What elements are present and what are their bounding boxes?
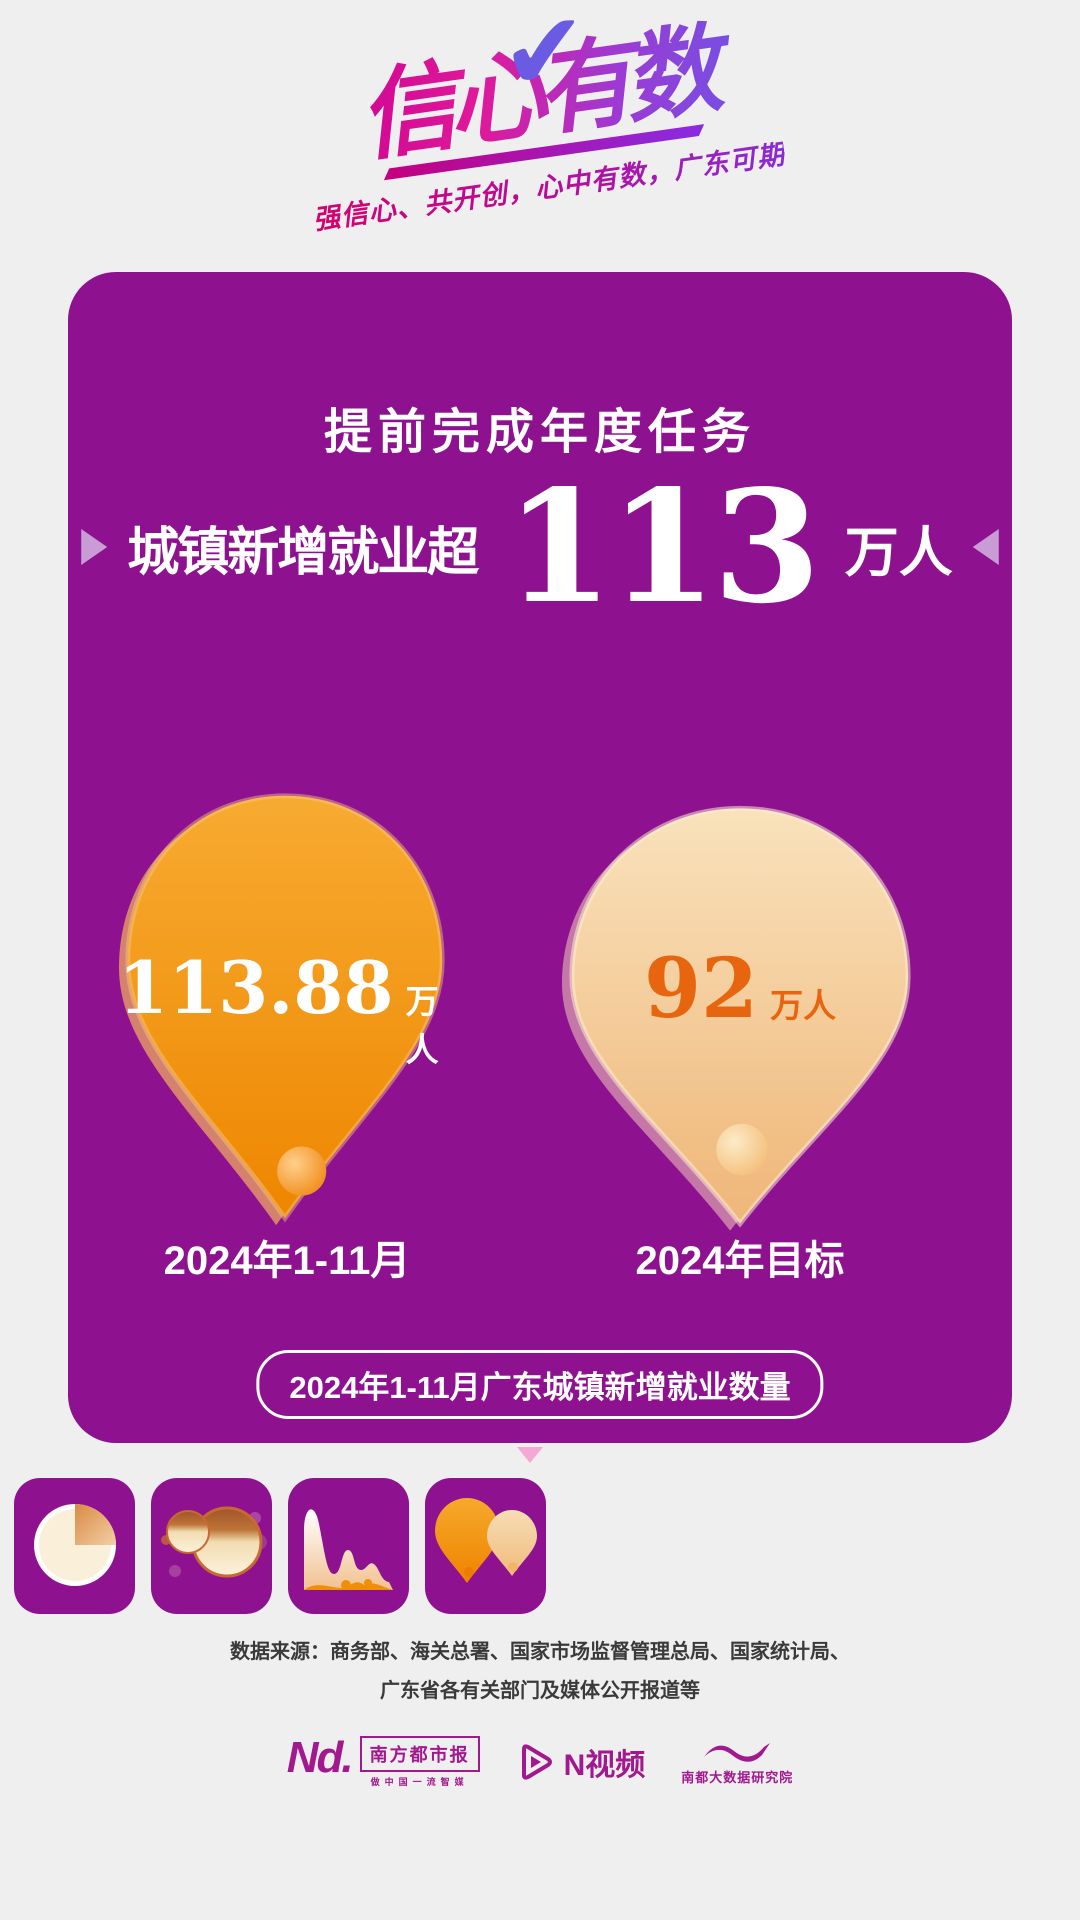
chart-caption-pill: 2024年1-11月广东城镇新增就业数量 (256, 1350, 824, 1419)
nandu-slogan: 做中国一流智媒 (370, 1777, 469, 1787)
achieved-number: 113.88 (118, 945, 394, 1030)
chart-thumbnails (14, 1478, 546, 1614)
area-chart-icon (304, 1509, 393, 1590)
balloon-achieved-value: 113.88 万人 (118, 952, 452, 1071)
data-source: 数据来源：商务部、海关总署、国家市场监督管理总局、国家统计局、 广东省各有关部门… (0, 1633, 1080, 1711)
arrow-right-icon (81, 529, 108, 565)
headline-number: 113 (505, 455, 821, 639)
arrow-left-icon (972, 529, 999, 565)
balloon-achieved (118, 793, 445, 1226)
swoosh-icon (704, 1742, 771, 1762)
card-title: 提前完成年度任务 (323, 406, 756, 459)
balloon-chart-icon (435, 1498, 537, 1583)
nvideo-name: N视频 (563, 1749, 646, 1782)
data-source-line1: 数据来源：商务部、海关总署、国家市场监督管理总局、国家统计局、 (230, 1641, 850, 1663)
achieved-unit: 万人 (405, 983, 439, 1068)
institute-name: 南都大数据研究院 (681, 1769, 794, 1785)
data-source-line2: 广东省各有关部门及媒体公开报道等 (380, 1680, 700, 1702)
target-number: 92 (643, 941, 759, 1037)
footer-logos: Nd. 南方都市报 做中国一流智媒 N视频 南都大数据研究院 (0, 1736, 1080, 1788)
balloon-target-value: 92 万人 (562, 948, 918, 1030)
nvideo-logo: N视频 (516, 1740, 646, 1784)
achieved-label: 2024年1-11月 (163, 1239, 411, 1283)
nandu-name: 南方都市报 (359, 1736, 480, 1772)
selected-thumb-indicator-icon (517, 1447, 543, 1463)
institute-logo: 南都大数据研究院 (681, 1739, 793, 1786)
thumb-balloon-chart[interactable] (425, 1478, 546, 1614)
bubble-chart-icon (161, 1506, 267, 1578)
headline-prefix: 城镇新增就业超 (127, 523, 479, 582)
brand-logo: ✔ 信心有数 强信心、共开创，心中有数，广东可期 (0, 0, 1080, 235)
thumb-pie-chart[interactable] (14, 1478, 135, 1614)
pie-chart-icon (34, 1504, 116, 1586)
nd-script-logo: Nd. (286, 1733, 354, 1782)
thumb-area-chart[interactable] (288, 1478, 409, 1614)
nandu-logo: Nd. 南方都市报 做中国一流智媒 (287, 1736, 480, 1788)
play-icon (521, 1744, 552, 1780)
thumb-bubble-chart[interactable] (151, 1478, 272, 1614)
headline: 城镇新增就业超 113 万人 (68, 462, 1012, 632)
target-label: 2024年目标 (635, 1239, 845, 1283)
check-icon: ✔ (497, 0, 593, 114)
headline-unit: 万人 (844, 522, 953, 583)
balloon-target (562, 805, 911, 1231)
target-unit: 万人 (770, 987, 837, 1024)
